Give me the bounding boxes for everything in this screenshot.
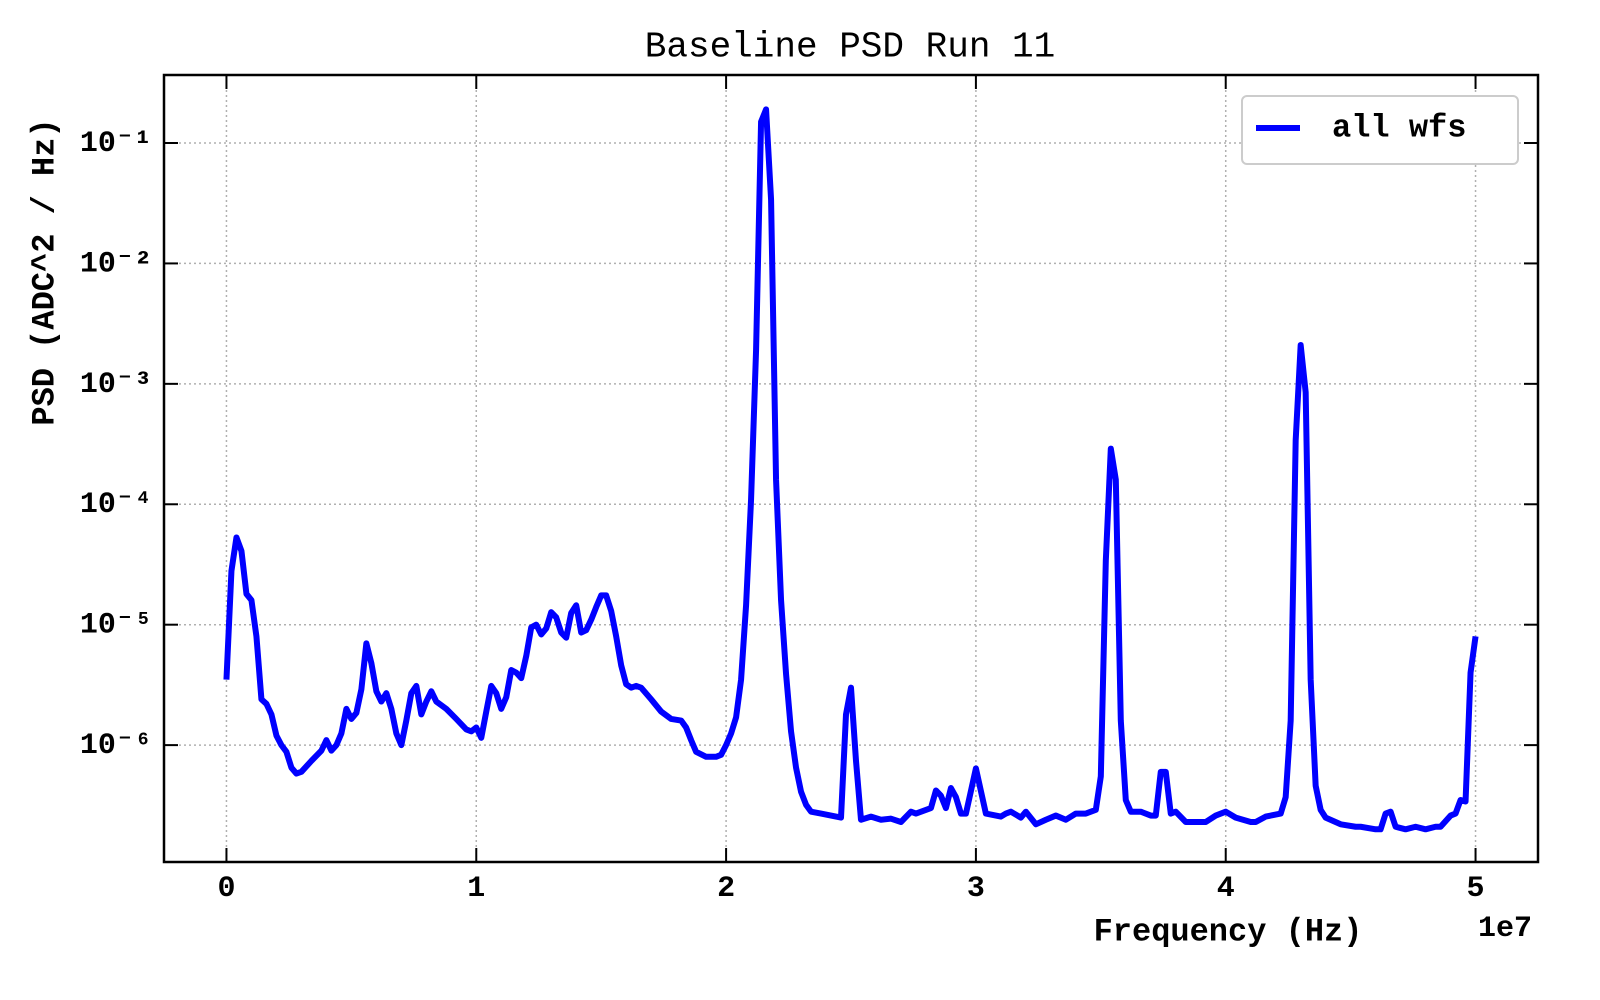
y-tick-label: 10⁻⁵: [80, 609, 152, 643]
chart-title: Baseline PSD Run 11: [645, 27, 1055, 68]
x-axis-label: Frequency (Hz): [1094, 913, 1363, 950]
x-tick-label: 4: [1217, 872, 1235, 906]
y-tick-label: 10⁻¹: [80, 127, 152, 161]
x-tick-label: 5: [1467, 872, 1485, 906]
y-tick-label: 10⁻²: [80, 247, 152, 281]
y-tick-label: 10⁻⁴: [80, 488, 152, 522]
plot-frame: [162, 73, 1540, 864]
x-tick-label: 3: [967, 872, 985, 906]
data-line: [223, 106, 1479, 833]
x-tick-label: 2: [717, 872, 735, 906]
legend-box: [1241, 95, 1519, 165]
legend-label: all wfs: [1332, 109, 1466, 146]
y-tick-label: 10⁻³: [80, 368, 152, 402]
y-axis-label: PSD (ADC^2 / Hz): [26, 118, 63, 425]
y-tick-label: 10⁻⁶: [80, 729, 152, 763]
x-offset-text: 1e7: [1478, 912, 1532, 946]
x-tick-label: 0: [217, 872, 235, 906]
x-tick-label: 1: [467, 872, 485, 906]
